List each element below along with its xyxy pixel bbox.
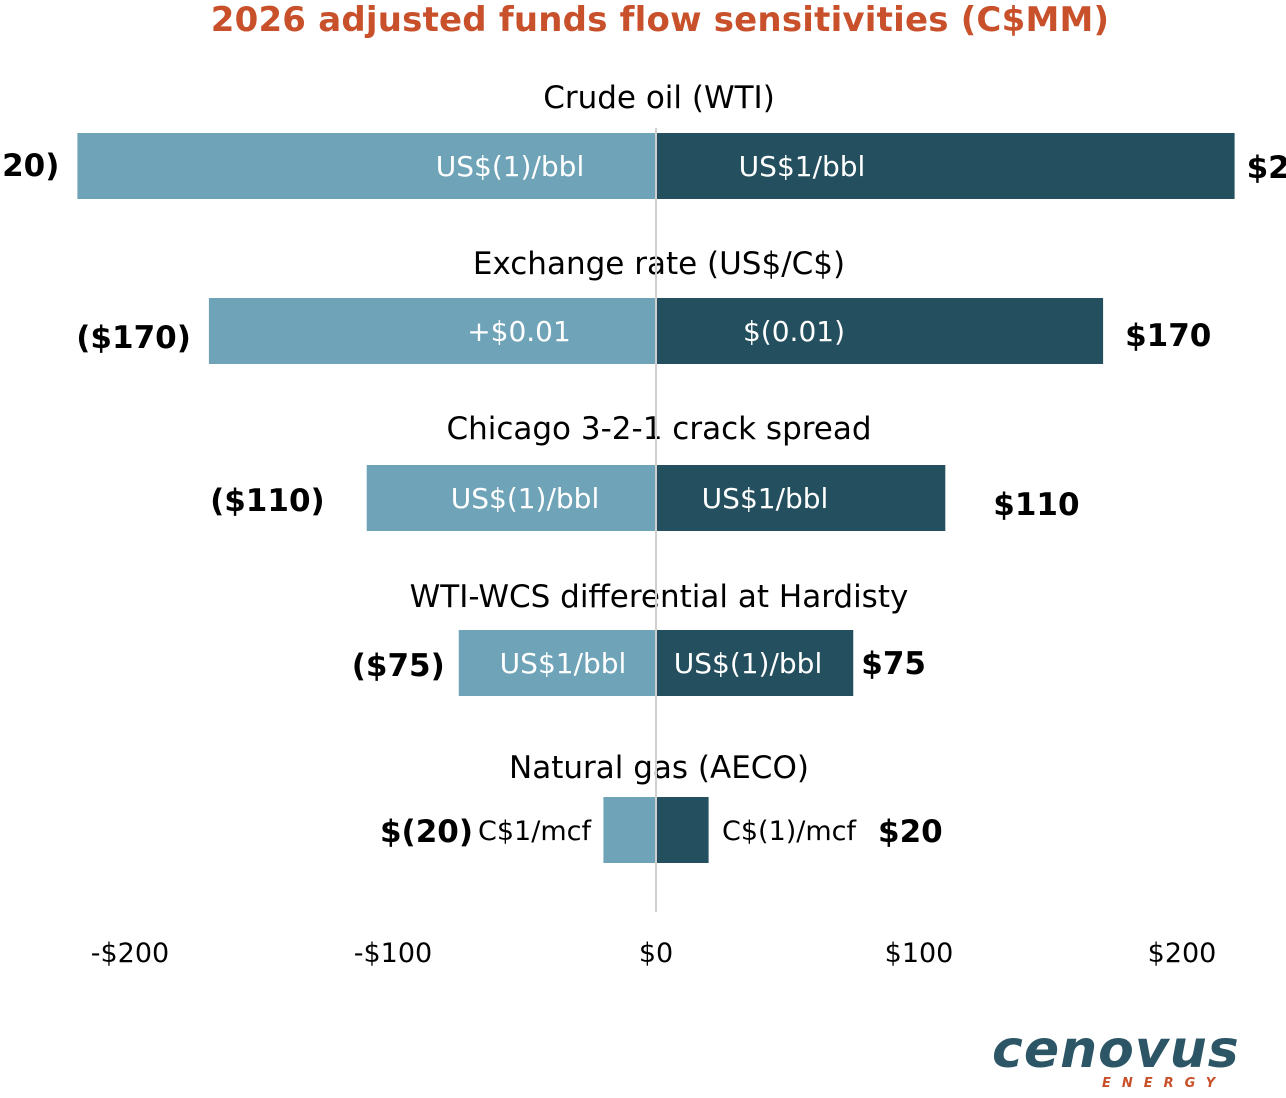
negative-bar-label: US$(1)/bbl xyxy=(451,482,600,515)
negative-bar xyxy=(208,298,656,364)
x-tick-label: $0 xyxy=(639,938,673,969)
positive-value-label: $110 xyxy=(993,487,1079,523)
positive-bar-label: C$(1)/mcf xyxy=(722,816,858,847)
logo-subtext: ENERGY xyxy=(1102,1076,1227,1091)
positive-bar-label: $(0.01) xyxy=(743,315,845,348)
positive-value-label: $220 xyxy=(1247,150,1286,186)
category-label: WTI-WCS differential at Hardisty xyxy=(410,579,909,615)
negative-bar-label: US$1/bbl xyxy=(500,647,627,680)
category-label: Natural gas (AECO) xyxy=(509,750,809,786)
x-tick-label: $100 xyxy=(885,938,954,969)
positive-bar xyxy=(656,797,709,863)
positive-bar-label: US$1/bbl xyxy=(739,150,866,183)
negative-value-label: ($170) xyxy=(76,320,191,356)
category-label: Chicago 3-2-1 crack spread xyxy=(446,411,871,447)
category-label: Exchange rate (US$/C$) xyxy=(473,246,845,282)
positive-value-label: $20 xyxy=(878,814,943,850)
x-tick-label: $200 xyxy=(1148,938,1217,969)
x-tick-label: -$100 xyxy=(354,938,432,969)
negative-bar-label: C$1/mcf xyxy=(478,816,592,847)
negative-value-label: ($220) xyxy=(0,148,59,184)
logo-wordmark: cenovus xyxy=(992,1020,1240,1080)
positive-bar xyxy=(656,465,946,531)
chart-title: 2026 adjusted funds flow sensitivities (… xyxy=(210,0,1110,40)
x-tick-label: -$200 xyxy=(91,938,169,969)
negative-bar-label: US$(1)/bbl xyxy=(436,150,585,183)
negative-bar xyxy=(603,797,656,863)
negative-value-label: $(20) xyxy=(380,814,473,850)
negative-value-label: ($75) xyxy=(352,648,445,684)
negative-bar xyxy=(458,630,656,696)
positive-value-label: $75 xyxy=(861,646,926,682)
negative-value-label: ($110) xyxy=(210,483,325,519)
positive-bar-label: US$(1)/bbl xyxy=(674,647,823,680)
positive-value-label: $170 xyxy=(1125,318,1211,354)
negative-bar xyxy=(77,133,656,199)
negative-bar-label: +$0.01 xyxy=(467,315,571,348)
negative-bar xyxy=(366,465,656,531)
positive-bar xyxy=(656,133,1235,199)
category-label: Crude oil (WTI) xyxy=(543,80,775,116)
cenovus-logo: cenovus ENERGY xyxy=(992,1020,1252,1095)
positive-bar xyxy=(656,630,854,696)
positive-bar-label: US$1/bbl xyxy=(702,482,829,515)
positive-bar xyxy=(656,298,1104,364)
